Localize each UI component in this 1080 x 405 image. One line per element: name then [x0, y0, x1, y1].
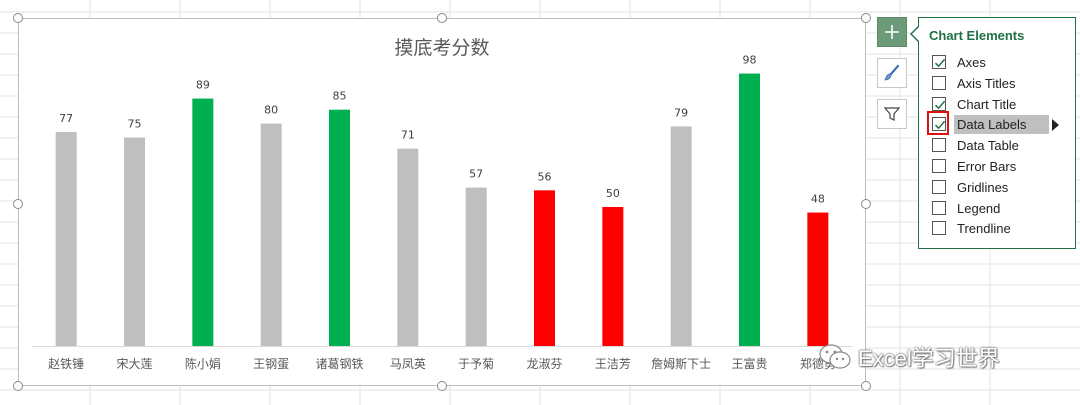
- resize-handle-middle-left[interactable]: [13, 199, 23, 209]
- filter-icon: [883, 107, 901, 121]
- checkbox[interactable]: [932, 75, 946, 90]
- resize-handle-bottom-right[interactable]: [861, 381, 871, 391]
- option-axis-titles[interactable]: Axis Titles: [919, 73, 1075, 94]
- resize-handle-bottom-center[interactable]: [437, 381, 447, 391]
- panel-pointer-inner: [912, 26, 920, 42]
- bar[interactable]: [260, 123, 282, 346]
- resize-handle-middle-right[interactable]: [861, 199, 871, 209]
- bar[interactable]: [124, 137, 145, 347]
- x-tick-label: 于予菊: [458, 357, 494, 371]
- data-label[interactable]: 71: [401, 129, 415, 142]
- focus-box: [927, 111, 949, 136]
- data-label[interactable]: 75: [128, 118, 142, 131]
- x-tick-label: 马凤英: [390, 357, 426, 371]
- option-axes[interactable]: Axes: [919, 52, 1075, 73]
- bar-chart: 摸底考分数 77 赵铁锤 75 宋大莲 89 陈小娟 80 王钢蛋 85 诸葛钢铁 71 马凤英 57 于予…: [32, 37, 852, 371]
- checkbox[interactable]: [932, 117, 946, 132]
- option-data-labels[interactable]: Data Labels: [919, 111, 1075, 136]
- x-tick-label: 詹姆斯下士: [651, 357, 711, 371]
- option-label: Axis Titles: [957, 75, 1016, 91]
- checkmark-icon: [934, 100, 946, 109]
- bar[interactable]: [602, 207, 624, 346]
- data-label[interactable]: 57: [469, 168, 483, 181]
- submenu-arrow-icon[interactable]: [1052, 119, 1059, 132]
- panel-title: Chart Elements: [929, 28, 1025, 43]
- bar[interactable]: [807, 212, 829, 346]
- chart-filters-button[interactable]: [877, 99, 907, 129]
- watermark-text: Excel学习世界: [858, 346, 1000, 371]
- data-label[interactable]: 89: [196, 79, 210, 92]
- x-tick-label: 龙淑芬: [526, 357, 562, 371]
- option-gridlines[interactable]: Gridlines: [919, 177, 1075, 198]
- bar[interactable]: [670, 126, 692, 346]
- data-label[interactable]: 77: [59, 112, 73, 125]
- option-error-bars[interactable]: Error Bars: [919, 156, 1075, 177]
- x-tick-label: 陈小娟: [185, 356, 221, 371]
- checkbox[interactable]: [932, 159, 946, 173]
- x-tick-label: 王洁芳: [595, 357, 631, 371]
- chart-elements-button[interactable]: [877, 17, 907, 47]
- option-trendline[interactable]: Trendline: [919, 218, 1075, 239]
- option-chart-title[interactable]: Chart Title: [919, 94, 1075, 115]
- resize-handle-top-center[interactable]: [437, 13, 447, 23]
- option-label: Gridlines: [957, 179, 1009, 195]
- bar[interactable]: [192, 98, 214, 346]
- data-label[interactable]: 80: [264, 104, 278, 117]
- data-label[interactable]: 50: [606, 187, 620, 200]
- resize-handle-bottom-left[interactable]: [13, 381, 23, 391]
- checkbox[interactable]: [932, 138, 946, 153]
- bar[interactable]: [329, 109, 350, 346]
- bar[interactable]: [55, 131, 77, 346]
- data-label[interactable]: 85: [333, 90, 347, 103]
- option-legend[interactable]: Legend: [919, 198, 1075, 219]
- x-tick-label: 王富贵: [731, 356, 767, 371]
- option-label: Chart Title: [957, 96, 1017, 112]
- option-label: Error Bars: [957, 159, 1017, 174]
- data-label[interactable]: 56: [538, 170, 552, 183]
- checkmark-icon: [934, 58, 946, 68]
- resize-handle-top-left[interactable]: [13, 13, 23, 23]
- x-tick-label: 诸葛钢铁: [315, 357, 363, 371]
- chart-styles-button[interactable]: [877, 58, 907, 88]
- checkbox[interactable]: [932, 55, 946, 69]
- option-data-table[interactable]: Data Table: [919, 135, 1075, 156]
- bar[interactable]: [465, 187, 487, 346]
- chart-title[interactable]: 摸底考分数: [394, 37, 489, 59]
- option-highlight: [954, 115, 1049, 135]
- watermark: Excel学习世界: [818, 340, 1000, 374]
- bar[interactable]: [397, 148, 419, 346]
- data-label[interactable]: 79: [674, 106, 688, 119]
- checkmark-icon: [934, 121, 946, 130]
- checkbox[interactable]: [932, 179, 946, 194]
- chart-elements-panel: Chart Elements Axes Axis Titles Chart Titl…: [918, 17, 1076, 249]
- x-tick-label: 宋大莲: [116, 356, 152, 371]
- option-label: Axes: [957, 55, 986, 70]
- option-label: Trendline: [957, 221, 1011, 237]
- option-label: Data Table: [957, 138, 1019, 154]
- checkbox[interactable]: [932, 200, 946, 215]
- option-label: Data Labels: [957, 117, 1027, 133]
- checkbox[interactable]: [932, 221, 946, 236]
- bar[interactable]: [534, 190, 555, 346]
- x-tick-label: 赵铁锤: [48, 356, 84, 371]
- plus-icon: [885, 25, 899, 39]
- brush-icon: [884, 64, 900, 81]
- resize-handle-top-right[interactable]: [861, 13, 871, 23]
- x-tick-label: 王钢蛋: [253, 357, 289, 371]
- checkbox[interactable]: [932, 96, 946, 111]
- wechat-icon: [819, 344, 851, 369]
- option-label: Legend: [957, 200, 1001, 216]
- data-label[interactable]: 48: [811, 193, 825, 206]
- chart-area[interactable]: [18, 18, 866, 386]
- data-label[interactable]: 98: [743, 54, 757, 67]
- bar[interactable]: [739, 73, 760, 346]
